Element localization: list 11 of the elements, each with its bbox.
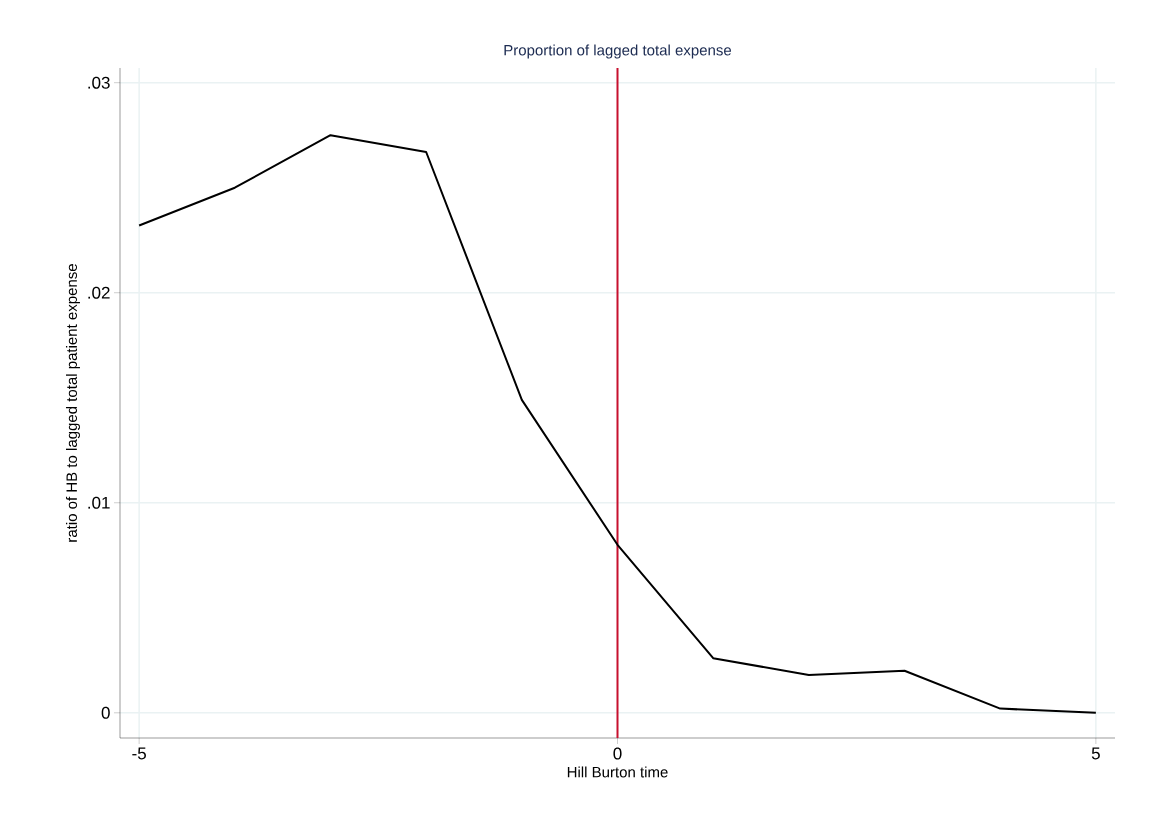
- chart-title: Proportion of lagged total expense: [504, 44, 732, 59]
- x-tick-label: 5: [1091, 747, 1100, 760]
- line-series: [138, 134, 1097, 714]
- y-tick-label: .03: [88, 76, 110, 89]
- y-tick-label: .01: [88, 496, 110, 509]
- y-tick-label: 0: [101, 706, 110, 719]
- x-tick-label: -5: [132, 747, 146, 760]
- y-axis-title: ratio of HB to lagged total patient expense: [65, 264, 80, 542]
- y-tick-label: .02: [88, 286, 110, 299]
- x-tick-label: 0: [613, 747, 622, 760]
- x-axis-title: Hill Burton time: [567, 766, 668, 778]
